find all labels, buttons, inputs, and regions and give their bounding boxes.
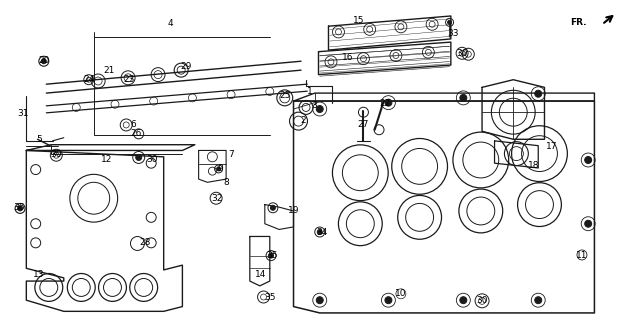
Text: 36: 36 (13, 203, 24, 212)
Text: 33: 33 (448, 29, 459, 38)
Circle shape (268, 253, 273, 258)
Text: 34: 34 (317, 228, 328, 237)
Circle shape (18, 206, 23, 211)
Text: 30: 30 (477, 296, 488, 305)
Text: 14: 14 (255, 269, 266, 279)
Text: 20: 20 (38, 56, 50, 65)
Text: 21: 21 (103, 66, 114, 75)
Circle shape (317, 229, 322, 235)
Text: 7: 7 (228, 150, 234, 159)
Text: 30: 30 (51, 150, 62, 159)
Text: 17: 17 (546, 142, 558, 151)
Text: 9: 9 (217, 164, 223, 173)
Text: 5: 5 (36, 135, 41, 144)
Text: 35: 35 (264, 292, 275, 301)
Circle shape (385, 99, 392, 106)
Text: 22: 22 (379, 99, 390, 108)
Text: 23: 23 (124, 75, 135, 84)
Text: 10: 10 (395, 289, 407, 298)
Text: 4: 4 (167, 19, 172, 28)
Text: 35: 35 (266, 251, 278, 260)
Circle shape (448, 20, 451, 24)
Circle shape (135, 155, 142, 160)
Circle shape (385, 297, 392, 304)
Text: 29: 29 (181, 62, 192, 71)
Text: 11: 11 (576, 251, 587, 260)
Text: 25: 25 (279, 91, 290, 100)
Text: 2: 2 (301, 116, 307, 125)
Text: 13: 13 (33, 269, 45, 279)
Text: 18: 18 (528, 161, 540, 170)
Text: 30: 30 (146, 155, 157, 164)
Text: 27: 27 (358, 120, 369, 129)
Text: 1: 1 (307, 87, 313, 96)
Circle shape (216, 167, 221, 171)
Circle shape (460, 94, 467, 101)
Text: 12: 12 (100, 156, 112, 164)
Circle shape (316, 106, 324, 113)
Text: 16: 16 (342, 53, 353, 62)
Circle shape (41, 59, 46, 64)
Text: 15: 15 (353, 16, 364, 25)
Circle shape (585, 156, 592, 164)
Text: 30: 30 (456, 49, 468, 58)
Circle shape (460, 297, 467, 304)
Circle shape (316, 297, 324, 304)
Text: 3: 3 (311, 101, 317, 110)
Text: 31: 31 (17, 109, 28, 118)
Text: 19: 19 (288, 206, 299, 215)
Circle shape (585, 220, 592, 227)
Text: FR.: FR. (571, 18, 587, 27)
Circle shape (535, 90, 542, 97)
Text: 26: 26 (130, 129, 142, 138)
Text: 6: 6 (131, 120, 137, 129)
Text: 32: 32 (211, 194, 223, 203)
Text: 24: 24 (83, 75, 95, 84)
Circle shape (270, 205, 275, 210)
Text: 28: 28 (139, 238, 150, 247)
Text: 8: 8 (223, 178, 229, 187)
Circle shape (535, 297, 542, 304)
